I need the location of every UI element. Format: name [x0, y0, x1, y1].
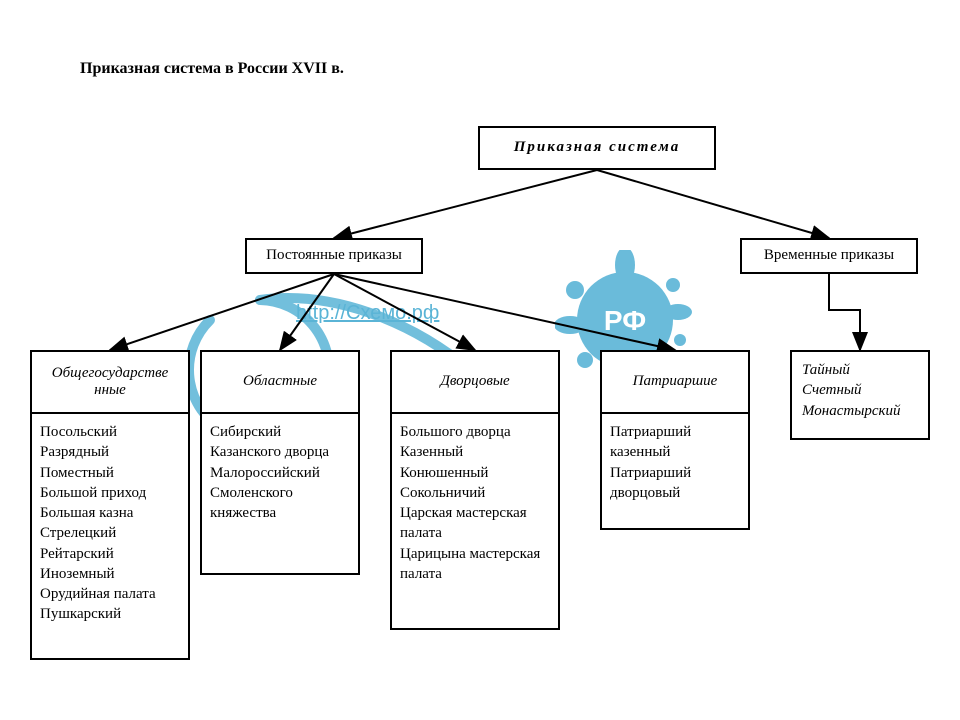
column-regional: Областные Сибирский Казанского дворца Ма… [200, 350, 360, 575]
column-body-palace: Большого дворца Казенный Конюшенный Соко… [392, 414, 558, 592]
temporary-node-label: Временные приказы [764, 247, 894, 264]
column-head-palace: Дворцовые [392, 352, 558, 414]
column-body-patriarch: Патриарший казенный Патриарший дворцовый [602, 414, 748, 511]
column-general: Общегосударстве нные Посольский Разрядны… [30, 350, 190, 660]
temporary-list: Тайный Счетный Монастырский [790, 350, 930, 440]
watermark-link: http://Схемо.рф [296, 302, 439, 325]
root-node: Приказная система [478, 126, 716, 170]
permanent-node: Постоянные приказы [245, 238, 423, 274]
permanent-node-label: Постоянные приказы [266, 247, 402, 264]
watermark-rf-label: РФ [604, 305, 646, 336]
column-body-general: Посольский Разрядный Поместный Большой п… [32, 414, 188, 633]
column-body-regional: Сибирский Казанского дворца Малороссийск… [202, 414, 358, 531]
temporary-node: Временные приказы [740, 238, 918, 274]
root-node-label: Приказная система [514, 139, 681, 156]
column-head-general: Общегосударстве нные [32, 352, 188, 414]
column-palace: Дворцовые Большого дворца Казенный Конюш… [390, 350, 560, 630]
column-head-regional: Областные [202, 352, 358, 414]
column-head-patriarch: Патриаршие [602, 352, 748, 414]
diagram-canvas: Приказная система в России XVII в. РФ ht… [0, 0, 960, 720]
column-patriarch: Патриаршие Патриарший казенный Патриарши… [600, 350, 750, 530]
page-title: Приказная система в России XVII в. [80, 60, 344, 78]
